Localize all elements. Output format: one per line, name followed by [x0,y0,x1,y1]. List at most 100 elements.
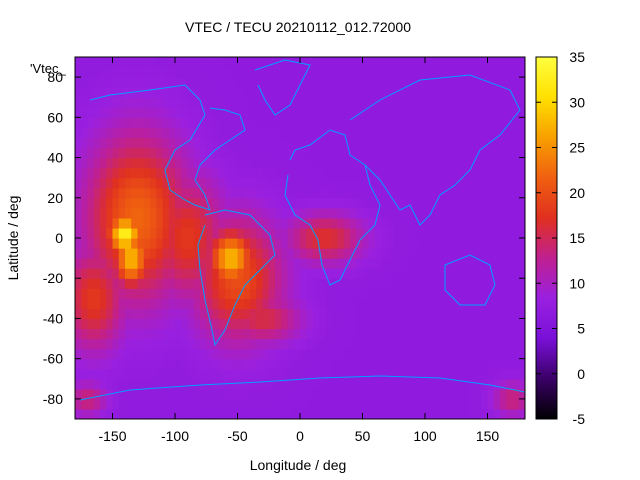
heatmap-cell [412,177,420,189]
heatmap-cell [368,197,376,209]
heatmap-cell [143,117,151,128]
heatmap-cell [400,368,407,380]
heatmap-cell [75,368,82,380]
heatmap-cell [262,167,270,179]
heatmap-cell [493,87,501,98]
heatmap-cell [212,157,220,169]
heatmap-cell [418,107,426,118]
heatmap-cell [212,278,220,289]
heatmap-cell [456,408,464,419]
heatmap-cell [150,298,157,309]
heatmap-cell [493,328,501,340]
heatmap-cell [325,157,332,169]
heatmap-cell [212,87,220,98]
heatmap-cell [206,238,214,249]
heatmap-cell [393,117,401,128]
heatmap-cell [93,268,101,279]
heatmap-cell [181,298,189,309]
heatmap-cell [168,298,176,309]
heatmap-cell [418,97,426,108]
heatmap-cell [118,248,126,259]
heatmap-cell [425,197,432,209]
heatmap-cell [93,227,101,239]
heatmap-cell [87,57,95,68]
heatmap-cell [387,97,395,108]
heatmap-cell [337,67,345,78]
heatmap-cell [87,268,95,279]
heatmap-cell [518,368,525,380]
heatmap-cell [443,358,451,370]
heatmap-cell [418,57,426,68]
heatmap-cell [225,217,232,229]
heatmap-cell [381,97,389,108]
heatmap-cell [350,147,357,159]
heatmap-cell [337,227,345,239]
heatmap-cell [293,308,301,320]
heatmap-cell [431,298,439,309]
heatmap-cell [412,197,420,209]
heatmap-cell [81,57,89,68]
heatmap-cell [218,217,226,229]
heatmap-cell [481,358,489,370]
heatmap-cell [237,368,245,380]
heatmap-cell [281,117,289,128]
heatmap-cell [500,388,507,400]
heatmap-cell [400,77,407,88]
heatmap-cell [481,278,489,289]
heatmap-cell [287,57,295,68]
heatmap-cell [462,67,470,78]
heatmap-cell [181,368,189,380]
heatmap-cell [100,298,107,309]
heatmap-cell [150,378,157,390]
heatmap-cell [131,137,139,149]
heatmap-cell [343,318,351,330]
heatmap-cell [493,137,501,149]
heatmap-cell [493,298,501,309]
heatmap-cell [243,248,251,259]
heatmap-cell [487,117,495,128]
heatmap-cell [212,57,220,68]
heatmap-cell [243,107,251,118]
heatmap-cell [500,318,507,330]
heatmap-cell [87,288,95,299]
heatmap-cell [418,87,426,98]
heatmap-cell [150,258,157,269]
heatmap-cell [237,77,245,88]
heatmap-cell [150,388,157,400]
heatmap-cell [512,238,520,249]
heatmap-cell [350,308,357,320]
heatmap-cell [256,328,264,340]
heatmap-cell [406,378,414,390]
heatmap-cell [506,67,514,78]
heatmap-cell [106,258,114,269]
heatmap-cell [181,248,189,259]
heatmap-cell [281,57,289,68]
heatmap-cell [356,67,364,78]
heatmap-cell [143,258,151,269]
heatmap-cell [443,298,451,309]
heatmap-cell [343,278,351,289]
heatmap-cell [312,258,320,269]
heatmap-cell [425,157,432,169]
heatmap-cell [168,177,176,189]
heatmap-cell [256,258,264,269]
heatmap-cell [368,147,376,159]
heatmap-cell [337,308,345,320]
heatmap-cell [512,207,520,219]
heatmap-cell [312,308,320,320]
heatmap-cell [106,157,114,169]
heatmap-cell [150,358,157,370]
heatmap-cell [131,398,139,410]
heatmap-cell [456,167,464,179]
heatmap-cell [518,338,525,350]
heatmap-cell [250,137,257,149]
heatmap-cell [412,388,420,400]
heatmap-cell [468,77,476,88]
heatmap-cell [300,348,307,360]
heatmap-cell [350,348,357,360]
heatmap-cell [293,227,301,239]
heatmap-cell [518,238,525,249]
heatmap-cell [187,288,195,299]
heatmap-cell [381,398,389,410]
heatmap-cell [312,398,320,410]
